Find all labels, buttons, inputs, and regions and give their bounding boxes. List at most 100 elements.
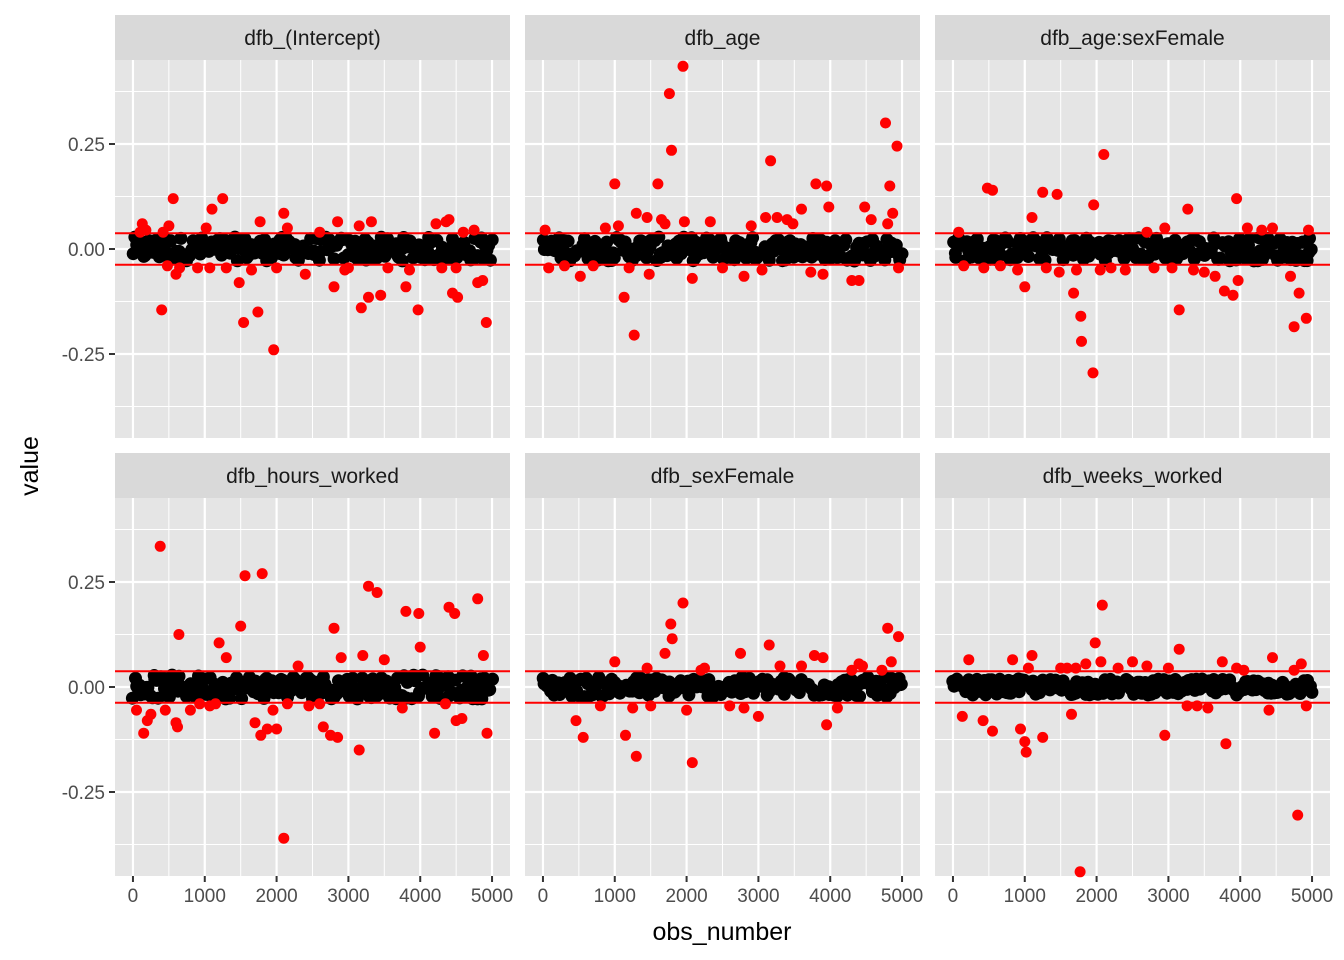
outlier-point [145, 708, 157, 720]
x-tick-label: 3000 [327, 886, 369, 907]
outlier-point [880, 117, 891, 129]
outlier-point [436, 262, 448, 274]
outlier-point [156, 304, 168, 316]
outlier-point [1188, 264, 1199, 276]
outlier-point [217, 193, 229, 205]
outlier-point [1227, 289, 1239, 301]
outlier-point [630, 750, 642, 762]
outlier-point [1300, 312, 1312, 324]
outlier-point [787, 218, 799, 230]
outlier-point [375, 289, 387, 301]
outlier-point [1068, 287, 1080, 299]
outlier-point [627, 702, 639, 714]
x-axis: 0 1000 2000 3000 4000 5000 0 1000 2000 3000 4000 50… [128, 876, 1333, 907]
y-tick-label: 0.00 [68, 678, 105, 699]
inlier-point [483, 683, 497, 697]
outlier-point [704, 216, 716, 228]
outlier-point [1288, 321, 1300, 333]
facet-strip [525, 453, 920, 498]
outlier-point [1074, 866, 1086, 878]
outlier-point [612, 220, 624, 232]
outlier-point [235, 620, 247, 632]
outlier-point [1037, 186, 1049, 198]
outlier-point [1012, 264, 1024, 276]
outlier-point [618, 291, 630, 303]
outlier-point [238, 317, 250, 328]
inlier-point [777, 687, 791, 701]
outlier-point [1173, 643, 1185, 655]
outlier-point [400, 281, 412, 293]
facet-strip-label: dfb_sexFemale [651, 465, 795, 488]
outlier-point [1231, 193, 1243, 205]
x-tick-label: 0 [948, 886, 959, 907]
outlier-point [1159, 222, 1171, 234]
outlier-point [796, 203, 807, 215]
outlier-point [1007, 654, 1019, 666]
outlier-point [1293, 287, 1305, 299]
outlier-point [314, 226, 326, 238]
outlier-point [335, 652, 347, 664]
outlier-point [1070, 662, 1082, 674]
outlier-point [355, 302, 367, 314]
outlier-point [267, 704, 279, 716]
outlier-point [1105, 262, 1117, 274]
outlier-point [378, 654, 390, 666]
inlier-point [485, 233, 499, 247]
inlier-point [746, 231, 760, 245]
outlier-point [1220, 738, 1232, 750]
outlier-point [865, 214, 877, 226]
outlier-point [332, 216, 344, 228]
facet-panel: dfb_(Intercept) [115, 15, 510, 438]
outlier-point [365, 216, 377, 228]
outlier-point [204, 262, 216, 274]
inlier-point [346, 671, 360, 685]
inlier-point [600, 235, 614, 249]
outlier-point [246, 264, 257, 276]
outlier-point [131, 704, 142, 716]
outlier-point [666, 633, 678, 645]
facet-panel: dfb_age:sexFemale [935, 15, 1330, 438]
y-axis: -0.25 0.00 0.25 -0.25 0.00 0.25 [62, 135, 115, 804]
outlier-point [1182, 203, 1194, 215]
outlier-point [1026, 650, 1038, 661]
outlier-point [1162, 662, 1174, 674]
inlier-point [1304, 243, 1318, 256]
outlier-point [1209, 270, 1221, 282]
outlier-point [173, 629, 185, 640]
outlier-point [303, 700, 315, 712]
x-tick-label: 5000 [471, 886, 513, 907]
facet-strip [115, 453, 510, 498]
outlier-point [1075, 310, 1087, 322]
outlier-point [738, 702, 750, 714]
outlier-point [167, 193, 179, 205]
inlier-point [1021, 250, 1035, 263]
outlier-point [200, 222, 212, 234]
outlier-point [677, 60, 689, 72]
outlier-point [1051, 188, 1063, 200]
facet-strip-label: dfb_weeks_worked [1043, 465, 1223, 488]
outlier-point [963, 654, 975, 666]
outlier-point [256, 568, 268, 580]
outlier-point [404, 264, 415, 276]
outlier-point [1026, 212, 1038, 223]
outlier-point [472, 593, 484, 605]
facet-strip-label: dfb_age [685, 27, 761, 50]
inlier-point [1242, 232, 1256, 246]
outlier-point [363, 291, 374, 303]
outlier-point [1141, 660, 1153, 672]
outlier-point [220, 652, 232, 664]
outlier-point [314, 698, 326, 710]
inlier-point [607, 251, 621, 265]
y-tick-label: 0.00 [68, 240, 105, 261]
outlier-point [140, 224, 152, 236]
outlier-point [480, 317, 492, 328]
outlier-point [1094, 264, 1106, 276]
outlier-point [443, 214, 455, 226]
outlier-point [677, 597, 689, 609]
inlier-point [839, 233, 853, 247]
outlier-point [771, 212, 783, 223]
outlier-point [233, 277, 245, 289]
outlier-point [987, 184, 998, 196]
facet-strip [935, 15, 1330, 60]
outlier-point [641, 662, 653, 674]
